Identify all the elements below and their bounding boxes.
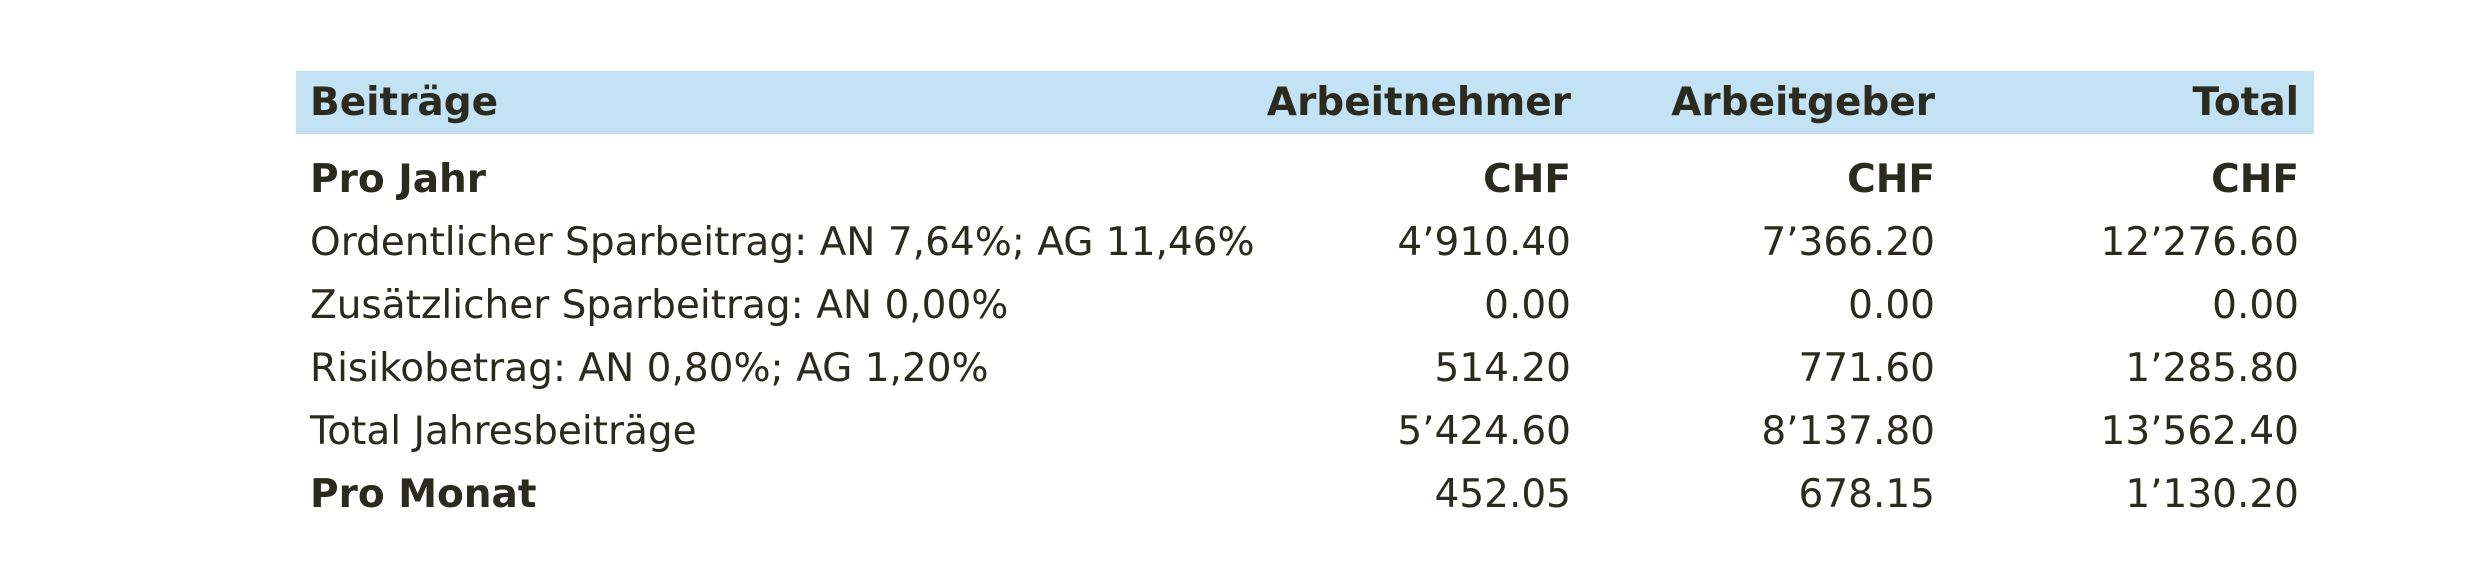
row-label: Pro Jahr — [310, 157, 487, 202]
row-label: Zusätzlicher Sparbeitrag: AN 0,00% — [310, 283, 1009, 328]
table-cell: 0.00 — [1848, 283, 1935, 328]
table-cell: 7’366.20 — [1761, 220, 1935, 265]
table-cell: CHF — [2211, 157, 2299, 202]
row-label: Pro Monat — [310, 472, 537, 517]
table-cell: 514.20 — [1434, 346, 1571, 391]
table-cell: 8’137.80 — [1761, 409, 1935, 454]
table-cell: 13’562.40 — [2100, 409, 2300, 454]
row-label: Total Jahresbeiträge — [310, 409, 697, 454]
table-cell: 1’130.20 — [2125, 472, 2299, 517]
header-cell: Arbeitnehmer — [1266, 80, 1571, 125]
row-label: Risikobetrag: AN 0,80%; AG 1,20% — [310, 346, 989, 391]
row-label: Ordentlicher Sparbeitrag: AN 7,64%; AG 1… — [310, 220, 1255, 265]
header-cell: Arbeitgeber — [1671, 80, 1935, 125]
table-cell: CHF — [1847, 157, 1935, 202]
table-cell: 1’285.80 — [2125, 346, 2299, 391]
header-cell: Beiträge — [310, 80, 499, 125]
table-cell: CHF — [1483, 157, 1571, 202]
table-cell: 0.00 — [1484, 283, 1571, 328]
table-cell: 678.15 — [1798, 472, 1935, 517]
table-cell: 12’276.60 — [2100, 220, 2300, 265]
table-cell: 5’424.60 — [1397, 409, 1571, 454]
table-cell: 771.60 — [1798, 346, 1935, 391]
table-cell: 452.05 — [1434, 472, 1571, 517]
header-cell: Total — [2192, 80, 2299, 125]
table-cell: 4’910.40 — [1397, 220, 1571, 265]
table-cell: 0.00 — [2212, 283, 2299, 328]
header-bar — [296, 71, 2314, 134]
